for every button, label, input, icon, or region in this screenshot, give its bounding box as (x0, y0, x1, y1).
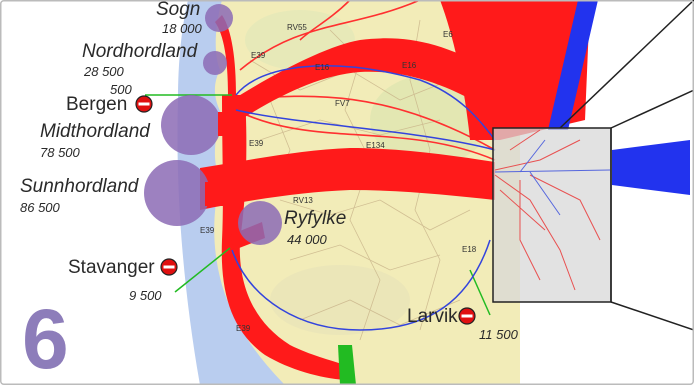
midthordland-value: 78 500 (40, 145, 81, 160)
flow-sogn (215, 15, 236, 95)
sunnhordland-value: 86 500 (20, 200, 61, 215)
sunnhordland-circle (144, 160, 210, 226)
nordhordland-circle (203, 51, 227, 75)
sunnhordland-label: Sunnhordland (20, 176, 140, 197)
inset-lines (494, 129, 601, 291)
blue-flow-top (548, 0, 598, 130)
road-label: RV55 (287, 23, 307, 32)
road-label: FV7 (335, 99, 350, 108)
green-flow-south (338, 345, 356, 385)
figure-number: 6 (22, 292, 69, 385)
blue-lines (231, 65, 496, 331)
road-label: E39 (200, 226, 215, 235)
road-label: E39 (251, 51, 266, 60)
no-entry-icon (160, 258, 178, 276)
road-label: E39 (236, 324, 251, 333)
sogn-label: Sogn (156, 0, 200, 20)
green-lines (145, 94, 491, 316)
flow-e134 (200, 148, 495, 210)
terrain-patch (270, 265, 410, 335)
sogn-circle (205, 4, 233, 32)
blue-flow-right (612, 140, 690, 195)
larvik-value: 11 500 (479, 327, 519, 342)
stavanger-label: Stavanger (68, 257, 155, 278)
bergen-value: 500 (110, 82, 132, 97)
sogn-value: 18 000 (162, 21, 203, 36)
midthordland-circle (161, 95, 221, 155)
ryfylke-circle (238, 201, 282, 245)
road-label: E39 (249, 139, 264, 148)
flow-coastal (221, 95, 345, 380)
inset-blue-lines (494, 139, 611, 216)
nordhordland-label: Nordhordland (82, 41, 199, 62)
road-label: E16 (315, 63, 330, 72)
nordhordland-value: 28 500 (83, 64, 125, 79)
midthordland-connector (218, 112, 242, 136)
ryfylke-label: Ryfylke (284, 208, 346, 229)
inset-projection (559, 0, 694, 331)
no-entry-icon (458, 307, 476, 325)
road-label: RV13 (293, 196, 313, 205)
no-entry-icon (135, 95, 153, 113)
road-label: E6 (443, 30, 453, 39)
stavanger-value: 9 500 (129, 288, 162, 303)
larvik-label: Larvik (407, 306, 458, 327)
midthordland-label: Midthordland (40, 121, 151, 142)
road-label: E134 (366, 141, 385, 150)
bergen-label: Bergen (66, 94, 127, 115)
sunnhordland-connector (205, 182, 235, 206)
road-label: E18 (462, 245, 477, 254)
road-label: E16 (402, 61, 417, 70)
ryfylke-value: 44 000 (287, 232, 328, 247)
flow-north-east (232, 38, 490, 120)
